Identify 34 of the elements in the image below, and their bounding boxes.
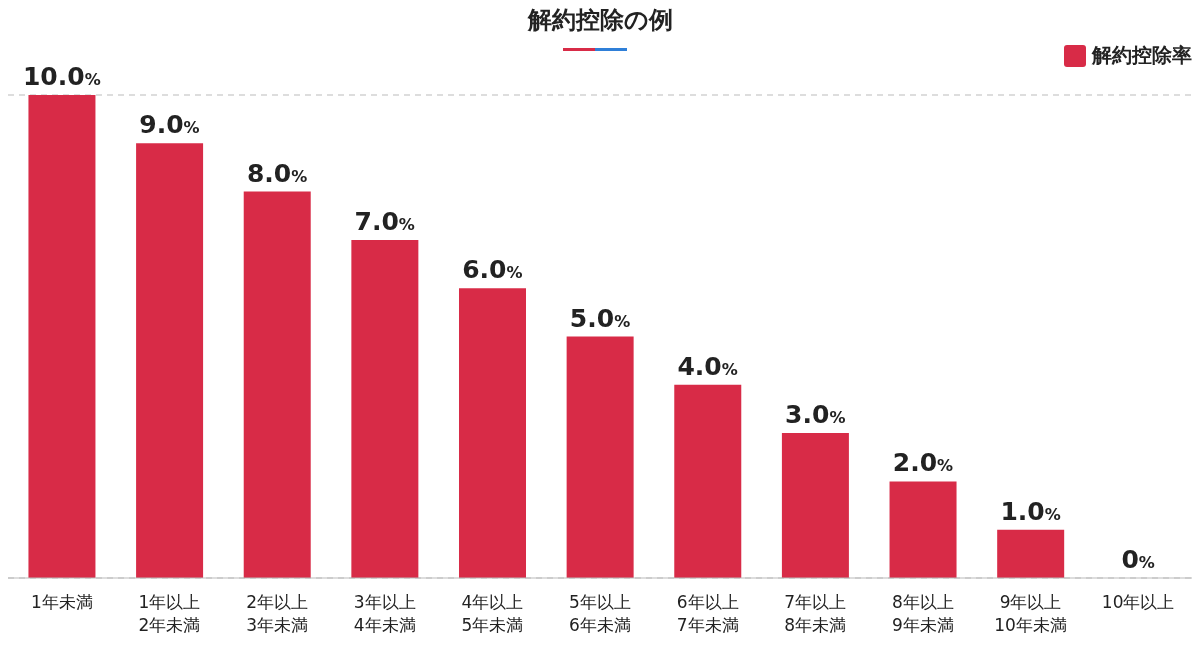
bar bbox=[566, 336, 634, 578]
bar bbox=[889, 481, 957, 578]
data-label: 4.0% bbox=[677, 351, 738, 381]
data-label: 1.0% bbox=[1000, 496, 1061, 526]
x-tick-label: 3年以上 4年未満 bbox=[353, 592, 416, 635]
x-tick-label: 10年以上 bbox=[1101, 592, 1175, 612]
data-label: 7.0% bbox=[354, 206, 415, 236]
bar bbox=[243, 191, 311, 578]
x-tick-label: 2年以上 3年未満 bbox=[246, 592, 308, 635]
x-tick-label: 6年以上 7年未満 bbox=[676, 592, 739, 635]
data-label: 6.0% bbox=[462, 255, 523, 285]
bar bbox=[674, 384, 742, 578]
bar bbox=[997, 529, 1065, 578]
x-tick-label: 9年以上 10年未満 bbox=[994, 592, 1067, 635]
x-tick-label: 1年未満 bbox=[30, 592, 93, 612]
data-label: 9.0% bbox=[139, 110, 200, 140]
bar bbox=[136, 143, 204, 578]
bar bbox=[459, 288, 526, 578]
x-tick-label: 1年以上 2年未満 bbox=[138, 592, 201, 635]
chart-title: 解約控除の例 bbox=[526, 5, 674, 36]
data-label: 8.0% bbox=[246, 158, 308, 188]
x-tick-label: 8年以上 9年未満 bbox=[892, 592, 954, 635]
data-label: 3.0% bbox=[785, 400, 846, 430]
x-tick-label: 4年以上 5年未満 bbox=[461, 592, 524, 635]
bar bbox=[781, 433, 849, 578]
data-label: 5.0% bbox=[569, 303, 631, 333]
data-label: 0% bbox=[1121, 545, 1155, 574]
bar bbox=[351, 239, 419, 578]
legend-label: 解約控除率 bbox=[1092, 42, 1192, 69]
data-label: 10.0% bbox=[22, 62, 101, 91]
bar bbox=[28, 95, 96, 578]
x-tick-label: 5年以上 6年未満 bbox=[569, 592, 631, 635]
x-tick-label: 7年以上 8年未満 bbox=[784, 592, 847, 635]
data-label: 2.0% bbox=[892, 448, 954, 478]
